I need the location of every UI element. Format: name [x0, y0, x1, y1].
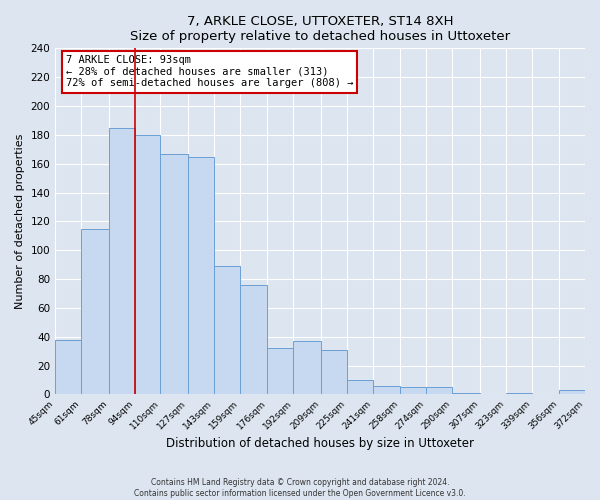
Bar	[400, 388, 426, 394]
Bar	[214, 266, 240, 394]
Bar	[426, 388, 452, 394]
Bar	[188, 156, 214, 394]
Bar	[134, 135, 160, 394]
Bar	[452, 393, 479, 394]
Bar	[559, 390, 585, 394]
Bar	[109, 128, 134, 394]
Bar	[293, 341, 321, 394]
X-axis label: Distribution of detached houses by size in Uttoxeter: Distribution of detached houses by size …	[166, 437, 474, 450]
Text: Contains HM Land Registry data © Crown copyright and database right 2024.
Contai: Contains HM Land Registry data © Crown c…	[134, 478, 466, 498]
Y-axis label: Number of detached properties: Number of detached properties	[15, 134, 25, 309]
Bar	[81, 228, 109, 394]
Bar	[321, 350, 347, 395]
Title: 7, ARKLE CLOSE, UTTOXETER, ST14 8XH
Size of property relative to detached houses: 7, ARKLE CLOSE, UTTOXETER, ST14 8XH Size…	[130, 15, 510, 43]
Bar	[373, 386, 400, 394]
Bar	[268, 348, 293, 395]
Bar	[240, 285, 268, 395]
Bar	[55, 340, 81, 394]
Bar	[506, 393, 532, 394]
Text: 7 ARKLE CLOSE: 93sqm
← 28% of detached houses are smaller (313)
72% of semi-deta: 7 ARKLE CLOSE: 93sqm ← 28% of detached h…	[66, 56, 353, 88]
Bar	[160, 154, 188, 394]
Bar	[347, 380, 373, 394]
